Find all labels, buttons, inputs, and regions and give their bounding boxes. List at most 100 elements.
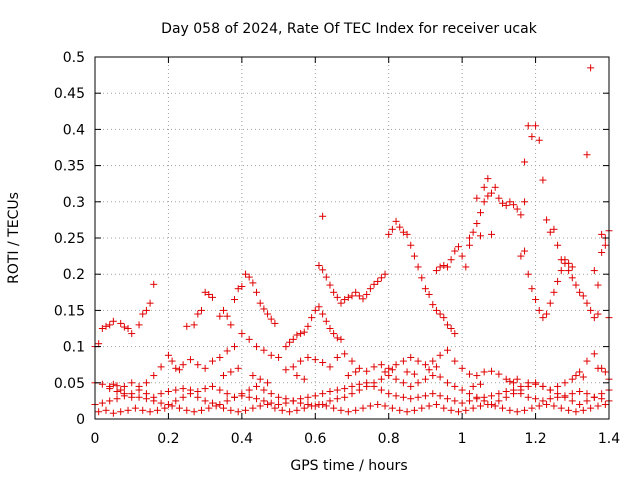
data-point xyxy=(502,201,510,209)
data-point xyxy=(583,390,591,398)
data-point xyxy=(256,375,264,383)
data-point xyxy=(524,270,532,278)
data-point xyxy=(201,385,209,393)
data-point xyxy=(109,380,117,388)
data-point xyxy=(201,288,209,296)
data-point xyxy=(587,306,595,314)
data-point xyxy=(359,404,367,412)
data-point xyxy=(473,194,481,202)
data-point xyxy=(98,399,106,407)
data-point xyxy=(458,399,466,407)
data-point xyxy=(249,372,257,380)
data-point xyxy=(546,228,554,236)
chart-title: Day 058 of 2024, Rate Of TEC Index for r… xyxy=(161,21,538,37)
data-point xyxy=(443,263,451,271)
data-point xyxy=(396,223,404,231)
data-point xyxy=(410,370,418,378)
data-point xyxy=(289,397,297,405)
data-point xyxy=(572,408,580,416)
data-point xyxy=(399,357,407,365)
data-point xyxy=(190,321,198,329)
data-point xyxy=(271,319,279,327)
data-point xyxy=(128,330,136,338)
data-point xyxy=(521,198,529,206)
data-point xyxy=(436,351,444,359)
data-point xyxy=(256,402,264,410)
data-point xyxy=(565,406,573,414)
data-point xyxy=(480,368,488,376)
data-point xyxy=(440,314,448,322)
data-point xyxy=(517,211,525,219)
data-point xyxy=(521,406,529,414)
data-point xyxy=(594,281,602,289)
data-point xyxy=(381,402,389,410)
data-point xyxy=(440,262,448,270)
data-point xyxy=(388,225,396,233)
data-point xyxy=(524,393,532,401)
data-point xyxy=(385,364,393,372)
data-point xyxy=(253,395,261,403)
data-point xyxy=(256,299,264,307)
data-point xyxy=(554,390,562,398)
data-point xyxy=(304,401,312,409)
data-point xyxy=(517,386,525,394)
data-point xyxy=(381,270,389,278)
data-point xyxy=(293,372,301,380)
data-point xyxy=(366,285,374,293)
data-point xyxy=(293,406,301,414)
data-point xyxy=(443,321,451,329)
data-point xyxy=(223,397,231,405)
data-point xyxy=(319,401,327,409)
y-tick-label: 0.25 xyxy=(54,231,85,247)
data-point xyxy=(414,263,422,271)
data-point xyxy=(517,252,525,260)
data-point xyxy=(374,277,382,285)
data-point xyxy=(572,372,580,380)
data-point xyxy=(521,158,529,166)
data-point xyxy=(477,209,484,217)
data-point xyxy=(231,343,239,351)
data-point xyxy=(161,404,169,412)
data-point xyxy=(403,368,411,376)
data-point xyxy=(212,402,220,410)
grid-lines xyxy=(95,57,609,419)
data-point xyxy=(190,408,198,416)
data-point xyxy=(330,288,338,296)
data-point xyxy=(388,366,396,374)
y-tick-label: 0.4 xyxy=(63,122,85,138)
data-point xyxy=(242,270,250,278)
data-point xyxy=(341,296,349,304)
data-point xyxy=(186,390,194,398)
data-point xyxy=(432,306,440,314)
x-tick: 0.6 xyxy=(304,57,327,447)
data-point xyxy=(532,395,540,403)
data-point xyxy=(253,288,261,296)
data-point xyxy=(528,133,536,141)
data-point xyxy=(355,386,363,394)
data-point xyxy=(451,357,459,365)
data-point xyxy=(330,404,338,412)
data-point xyxy=(491,183,499,191)
data-point xyxy=(436,392,444,400)
x-tick-label: 0.8 xyxy=(378,431,400,447)
data-point xyxy=(245,386,253,394)
data-point xyxy=(234,364,242,372)
data-point xyxy=(502,393,510,401)
data-point xyxy=(142,306,150,314)
data-point xyxy=(469,382,477,390)
data-point xyxy=(399,228,407,236)
data-point xyxy=(579,406,587,414)
data-point xyxy=(157,363,165,371)
data-point xyxy=(506,377,514,385)
data-point xyxy=(231,296,239,304)
data-point xyxy=(451,247,459,255)
data-point xyxy=(488,392,496,400)
data-point xyxy=(587,404,595,412)
data-point xyxy=(502,375,510,383)
data-point xyxy=(377,274,385,282)
x-tick: 0.8 xyxy=(378,57,400,447)
data-point xyxy=(454,408,462,416)
data-point xyxy=(319,310,327,318)
data-point xyxy=(352,406,360,414)
data-point xyxy=(315,303,323,311)
